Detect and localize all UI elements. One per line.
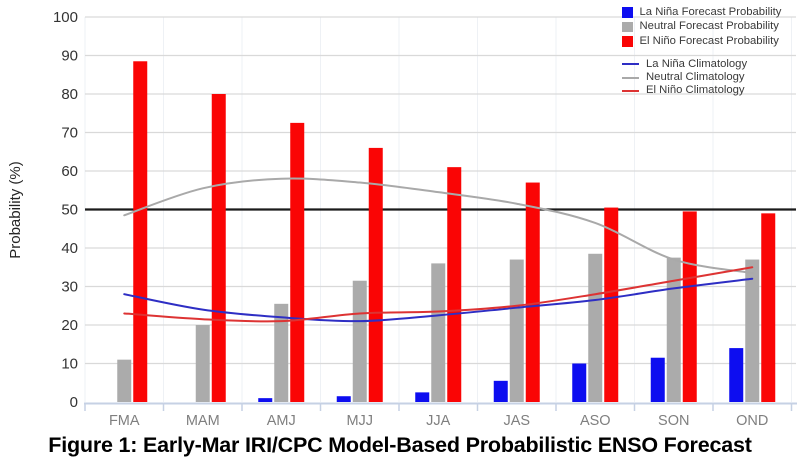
legend-line-el-nino-icon [622, 89, 639, 92]
x-tick-label-MJJ: MJJ [346, 413, 373, 429]
y-tick-label-80: 80 [61, 86, 78, 103]
bar-la-ni-a-forecast-probability-ASO [572, 363, 587, 402]
legend-item-la-nina-forecast[interactable]: La Niña Forecast Probability [622, 5, 781, 20]
legend-label-el-nino-climatology: El Niño Climatology [646, 84, 745, 97]
legend-item-neutral-forecast[interactable]: Neutral Forecast Probability [622, 20, 781, 35]
bar-neutral-forecast-probability-SON [666, 257, 681, 402]
y-axis-title: Probability (%) [7, 161, 24, 259]
y-tick-label-60: 60 [61, 163, 78, 180]
bar-neutral-forecast-probability-OND [745, 259, 760, 402]
y-tick-label-20: 20 [61, 317, 78, 334]
x-tick-label-MAM: MAM [186, 413, 220, 429]
bar-neutral-forecast-probability-JJA [431, 263, 446, 402]
x-tick-label-AMJ: AMJ [267, 413, 296, 429]
bar-el-ni-o-forecast-probability-FMA [133, 61, 148, 403]
y-tick-label-90: 90 [61, 48, 78, 65]
legend-label-la-nina-forecast: La Niña Forecast Probability [639, 5, 782, 18]
bar-el-ni-o-forecast-probability-MAM [211, 94, 226, 402]
x-tick-label-ASO: ASO [580, 413, 611, 429]
y-tick-label-40: 40 [61, 240, 78, 257]
bar-la-ni-a-forecast-probability-JJA [415, 392, 430, 402]
bar-la-ni-a-forecast-probability-AMJ [258, 398, 273, 402]
x-tick-label-JAS: JAS [503, 413, 530, 429]
legend-item-neutral-climatology[interactable]: Neutral Climatology [622, 71, 781, 84]
x-tick-label-OND: OND [736, 413, 768, 429]
curve-neutral-climatology [123, 177, 754, 275]
bar-el-ni-o-forecast-probability-JAS [525, 182, 540, 402]
x-tick-label-SON: SON [658, 413, 689, 429]
y-tick-label-10: 10 [61, 356, 78, 373]
legend-label-neutral-forecast: Neutral Forecast Probability [639, 20, 779, 33]
bar-la-ni-a-forecast-probability-SON [650, 357, 665, 402]
legend-label-el-nino-forecast: El Niño Forecast Probability [639, 34, 779, 47]
y-tick-label-30: 30 [61, 279, 78, 296]
bar-neutral-forecast-probability-MAM [195, 325, 210, 402]
legend: La Niña Forecast Probability Neutral For… [622, 5, 781, 97]
curve-el-ni-o-climatology [123, 266, 754, 323]
x-tick-label-FMA: FMA [109, 413, 140, 429]
bar-neutral-forecast-probability-MJJ [352, 280, 367, 402]
figure-caption: Figure 1: Early-Mar IRI/CPC Model-Based … [48, 433, 752, 457]
bar-el-ni-o-forecast-probability-AMJ [290, 122, 305, 402]
bar-el-ni-o-forecast-probability-MJJ [368, 147, 383, 402]
legend-label-neutral-climatology: Neutral Climatology [646, 70, 745, 83]
probability-chart: Probability (%) 0 10 20 30 40 50 60 70 80 90 100 FM… [7, 9, 797, 429]
bar-la-ni-a-forecast-probability-MJJ [336, 396, 351, 402]
legend-group-divider [622, 49, 781, 58]
legend-line-neutral-icon [622, 76, 639, 79]
legend-square-la-nina-icon [622, 7, 633, 18]
x-tick-label-JJA: JJA [426, 413, 451, 429]
bar-neutral-forecast-probability-JAS [509, 259, 524, 402]
curve-la-ni-a-climatology [123, 277, 754, 323]
legend-item-el-nino-climatology[interactable]: El Niño Climatology [622, 84, 781, 97]
bar-neutral-forecast-probability-AMJ [274, 303, 289, 402]
y-tick-label-70: 70 [61, 125, 78, 142]
y-tick-label-50: 50 [61, 202, 78, 219]
legend-item-la-nina-climatology[interactable]: La Niña Climatology [622, 58, 781, 71]
bar-neutral-forecast-probability-ASO [588, 253, 603, 402]
bar-el-ni-o-forecast-probability-OND [761, 213, 776, 402]
bar-el-ni-o-forecast-probability-ASO [604, 207, 619, 402]
y-tick-label-100: 100 [53, 9, 78, 26]
legend-item-el-nino-forecast[interactable]: El Niño Forecast Probability [622, 34, 781, 49]
bar-neutral-forecast-probability-FMA [117, 359, 132, 402]
legend-square-el-nino-icon [622, 36, 633, 47]
legend-label-la-nina-climatology: La Niña Climatology [646, 57, 748, 70]
bar-el-ni-o-forecast-probability-JJA [447, 167, 462, 402]
bar-la-ni-a-forecast-probability-JAS [493, 380, 508, 402]
legend-line-la-nina-icon [622, 63, 639, 66]
legend-square-neutral-icon [622, 21, 633, 33]
bar-la-ni-a-forecast-probability-OND [729, 348, 744, 402]
y-tick-label-0: 0 [70, 394, 78, 411]
bar-el-ni-o-forecast-probability-SON [682, 211, 697, 402]
